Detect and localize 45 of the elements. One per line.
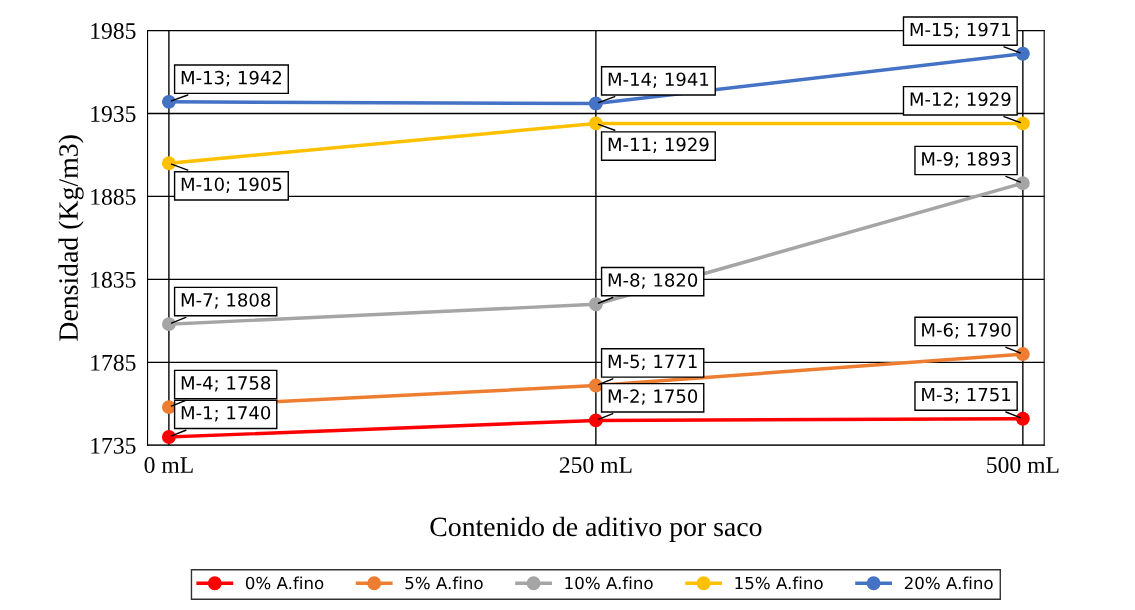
point xyxy=(1015,347,1030,361)
data-label: M-7; 1808 xyxy=(181,293,271,309)
data-label: M-2; 1750 xyxy=(608,389,698,405)
data-label: M-5; 1771 xyxy=(608,354,697,371)
point xyxy=(161,317,176,332)
x-tick-label: 250 mL xyxy=(559,457,632,474)
data-label: M-3; 1751 xyxy=(922,387,1011,404)
x-axis-title: Contenido de aditivo por saco xyxy=(430,516,762,542)
legend-label: 15% A.fino xyxy=(735,576,823,590)
point xyxy=(588,116,603,131)
data-label: M-1; 1740 xyxy=(181,405,271,422)
legend-label: 10% A.fino xyxy=(565,576,653,590)
legend-label: 20% A.fino xyxy=(904,576,993,590)
point xyxy=(1015,411,1030,426)
point xyxy=(588,413,603,428)
point xyxy=(161,94,176,109)
x-tick-label: 0 mL xyxy=(144,457,193,474)
y-tick-label: 1735 xyxy=(91,437,136,454)
data-label: M-9; 1893 xyxy=(922,152,1011,168)
data-label: M-4; 1758 xyxy=(181,376,271,392)
data-label: M-13; 1942 xyxy=(181,70,282,87)
y-tick-label: 1935 xyxy=(91,106,136,122)
data-label: M-15; 1971 xyxy=(910,22,1011,39)
x-tick-label: 500 mL xyxy=(987,457,1059,474)
data-label: M-11; 1929 xyxy=(608,137,709,154)
point xyxy=(1015,176,1030,191)
data-label: M-8; 1820 xyxy=(608,273,698,289)
y-axis-title: Densidad (Kg/m3) xyxy=(58,135,84,341)
y-tick-label: 1835 xyxy=(91,271,136,288)
data-label: M-10; 1905 xyxy=(181,177,282,193)
legend-label: 0% A.fino xyxy=(245,576,324,590)
point xyxy=(161,156,176,171)
point xyxy=(588,297,603,312)
y-tick-label: 1885 xyxy=(91,188,136,205)
point xyxy=(588,96,603,111)
point xyxy=(161,430,176,444)
data-label: M-14; 1941 xyxy=(608,72,709,88)
data-label: M-12; 1929 xyxy=(910,92,1011,108)
y-tick-label: 1985 xyxy=(91,22,136,39)
y-tick-label: 1785 xyxy=(91,354,136,371)
legend-label: 5% A.fino xyxy=(405,576,483,590)
point xyxy=(1015,46,1030,61)
point xyxy=(161,400,176,415)
point xyxy=(1015,116,1030,131)
data-label: M-6; 1790 xyxy=(922,323,1011,339)
